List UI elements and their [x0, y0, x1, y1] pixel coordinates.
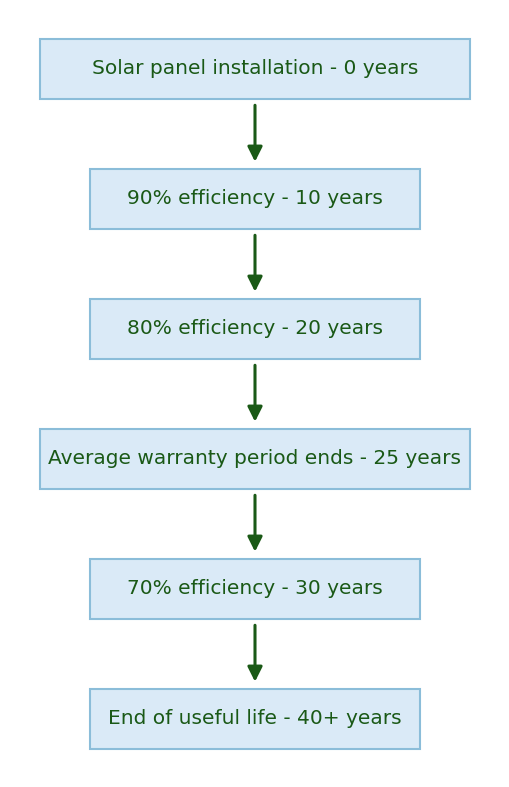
Text: 70% efficiency - 30 years: 70% efficiency - 30 years [127, 579, 382, 598]
FancyBboxPatch shape [90, 298, 419, 359]
FancyBboxPatch shape [90, 559, 419, 619]
Text: 80% efficiency - 20 years: 80% efficiency - 20 years [127, 319, 382, 338]
Text: 90% efficiency - 10 years: 90% efficiency - 10 years [127, 189, 382, 208]
FancyBboxPatch shape [40, 39, 469, 98]
Text: Average warranty period ends - 25 years: Average warranty period ends - 25 years [48, 449, 461, 468]
FancyBboxPatch shape [40, 428, 469, 489]
Text: Solar panel installation - 0 years: Solar panel installation - 0 years [92, 59, 417, 78]
Text: End of useful life - 40+ years: End of useful life - 40+ years [108, 709, 401, 728]
FancyBboxPatch shape [90, 689, 419, 748]
FancyBboxPatch shape [90, 168, 419, 228]
